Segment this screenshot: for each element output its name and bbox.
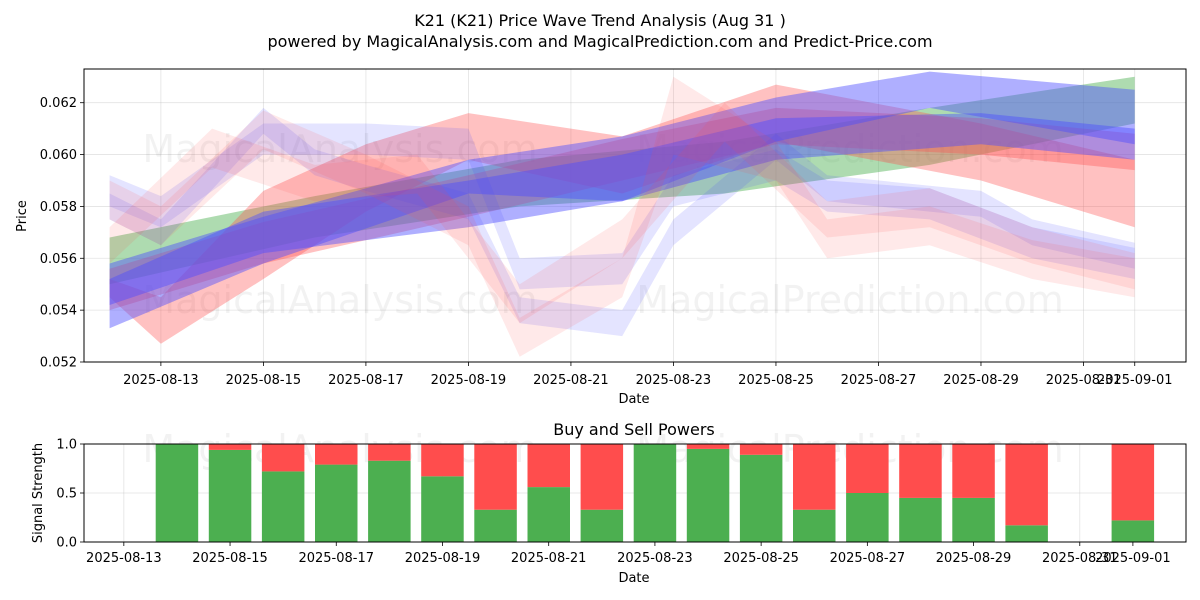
buy-sell-x-tick-label: 2025-08-31 <box>1042 551 1118 566</box>
sell-bar <box>793 444 836 510</box>
wave-band-blue-3 <box>109 71 1135 329</box>
price-y-tick-label: 0.052 <box>40 356 77 371</box>
buy-bar <box>952 497 995 542</box>
buy-sell-y-tick-label: 0.5 <box>56 487 77 502</box>
buy-bar <box>474 509 517 542</box>
buy-bar <box>368 460 411 542</box>
price-plot-frame <box>83 68 1187 363</box>
buy-sell-chart: Buy and Sell Powers MagicalAnalysis.com … <box>31 420 1187 586</box>
sell-bar <box>527 444 570 488</box>
price-x-tick-label: 2025-08-21 <box>533 373 609 388</box>
price-x-tick-label: 2025-08-25 <box>738 373 814 388</box>
sell-bar <box>952 444 995 498</box>
price-watermarks: MagicalAnalysis.com MagicalPrediction.co… <box>142 127 1063 322</box>
wave-band-blue-5 <box>109 107 1135 337</box>
buy-sell-y-tick-label: 1.0 <box>56 438 77 453</box>
sell-bar <box>315 444 358 465</box>
buy-bar <box>421 476 464 542</box>
figure-subtitle: powered by MagicalAnalysis.com and Magic… <box>267 32 932 51</box>
wave-band-red-8 <box>109 102 1135 324</box>
buy-sell-y-tick-label: 0.0 <box>56 536 77 551</box>
watermark-analysis: MagicalAnalysis.com <box>142 278 537 322</box>
wave-band-red-7 <box>109 76 1135 357</box>
price-y-tick-label: 0.060 <box>40 148 77 163</box>
price-x-tick-label: 2025-08-13 <box>123 373 199 388</box>
price-x-tick-label: 2025-09-01 <box>1097 373 1173 388</box>
buy-sell-x-tick-label: 2025-08-19 <box>405 551 481 566</box>
price-x-tick-label: 2025-08-27 <box>841 373 917 388</box>
buy-bar <box>739 454 783 542</box>
buy-sell-x-tick-label: 2025-08-23 <box>617 551 693 566</box>
buy-sell-x-tick-label: 2025-08-21 <box>511 551 587 566</box>
buy-bar <box>846 493 889 542</box>
price-x-tick-label: 2025-08-29 <box>943 373 1019 388</box>
price-y-tick-label: 0.054 <box>40 304 77 319</box>
buy-bar <box>899 497 942 542</box>
wave-band-green-0 <box>109 76 1135 285</box>
buy-bar <box>1111 520 1155 542</box>
buy-sell-x-tick-label: 2025-08-17 <box>298 551 374 566</box>
sell-bar <box>421 444 464 477</box>
price-x-axis-label: Date <box>618 392 649 407</box>
watermark-prediction: MagicalPrediction.com <box>636 127 1064 171</box>
watermark-analysis: MagicalAnalysis.com <box>142 127 537 171</box>
buy-sell-x-tick-label: 2025-08-27 <box>830 551 906 566</box>
price-y-tick-label: 0.058 <box>40 200 77 215</box>
figure-title: K21 (K21) Price Wave Trend Analysis (Aug… <box>414 11 786 30</box>
buy-sell-x-axis-label: Date <box>618 571 649 586</box>
buy-bar <box>261 471 305 542</box>
price-x-tick-label: 2025-08-17 <box>328 373 404 388</box>
buy-sell-x-tick-label: 2025-08-13 <box>86 551 162 566</box>
sell-bar <box>739 444 783 455</box>
wave-band-blue-6 <box>109 123 1135 290</box>
price-y-tick-label: 0.062 <box>40 96 77 111</box>
buy-bar <box>155 444 199 542</box>
price-x-tick-label: 2025-08-15 <box>226 373 302 388</box>
buy-sell-x-tick-label: 2025-08-25 <box>723 551 799 566</box>
buy-bar <box>580 509 624 542</box>
price-x-tick-label: 2025-08-19 <box>431 373 507 388</box>
buy-sell-x-tick-label: 2025-09-01 <box>1095 551 1171 566</box>
price-axes: 2025-08-13 2025-08-15 2025-08-17 2025-08-19… <box>40 96 1173 388</box>
buy-bar <box>315 464 358 542</box>
buy-bar <box>208 449 252 542</box>
wave-band-red-1 <box>109 84 1135 344</box>
buy-bar <box>633 444 677 542</box>
wave-band-blue-4 <box>109 113 1135 305</box>
price-x-tick-label: 2025-08-23 <box>636 373 712 388</box>
price-x-tick-label: 2025-08-31 <box>1046 373 1122 388</box>
buy-bar <box>527 487 570 542</box>
sell-bar <box>1111 444 1155 521</box>
buy-sell-bars <box>155 444 1155 542</box>
sell-bar <box>580 444 624 510</box>
buy-bar <box>793 509 836 542</box>
price-wave-chart: MagicalAnalysis.com MagicalPrediction.co… <box>15 68 1187 407</box>
sell-bar <box>1005 444 1048 526</box>
wave-band-red-2 <box>109 107 1135 311</box>
price-y-tick-label: 0.056 <box>40 252 77 267</box>
price-bands <box>109 71 1135 357</box>
price-y-axis-label: Price <box>15 200 30 232</box>
sell-bar <box>368 444 411 461</box>
sell-bar <box>474 444 517 510</box>
sell-bar <box>208 444 252 450</box>
buy-sell-axes: 2025-08-13 2025-08-15 2025-08-17 2025-08-19… <box>56 438 1170 567</box>
buy-sell-title: Buy and Sell Powers <box>553 420 715 439</box>
watermark-prediction: MagicalPrediction.com <box>636 278 1064 322</box>
sell-bar <box>686 444 730 449</box>
sell-bar <box>261 444 305 472</box>
buy-sell-x-tick-label: 2025-08-15 <box>192 551 268 566</box>
sell-bar <box>899 444 942 498</box>
buy-bar <box>1005 525 1048 542</box>
buy-sell-x-tick-label: 2025-08-29 <box>936 551 1012 566</box>
sell-bar <box>846 444 889 493</box>
buy-sell-y-axis-label: Signal Strength <box>31 443 46 543</box>
buy-bar <box>686 448 730 542</box>
